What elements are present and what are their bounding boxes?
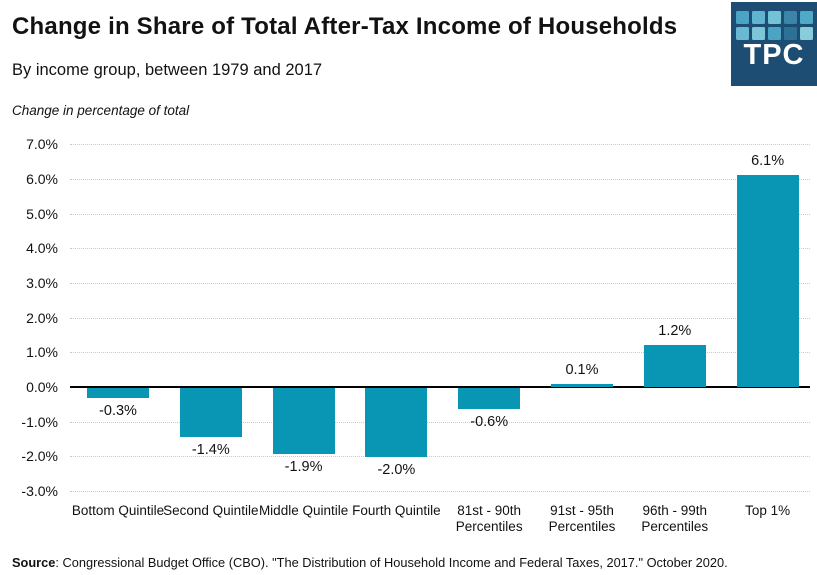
- bar-value-label: -2.0%: [377, 462, 416, 478]
- bar: [551, 384, 613, 387]
- y-tick-label: -1.0%: [21, 413, 58, 430]
- y-tick-label: 5.0%: [26, 205, 58, 222]
- y-tick-label: 3.0%: [26, 274, 58, 291]
- x-category-label: 91st - 95th Percentiles: [548, 503, 616, 535]
- gridline: [70, 317, 810, 319]
- source-note: Source: Congressional Budget Office (CBO…: [12, 555, 728, 570]
- gridline: [70, 282, 810, 284]
- x-category-label: Top 1%: [745, 503, 791, 518]
- logo-square-icon: [735, 11, 749, 24]
- gridline: [70, 491, 810, 493]
- logo-square-icon: [751, 27, 765, 40]
- bar-value-label: 0.1%: [565, 362, 599, 378]
- bar-value-label: -1.9%: [284, 459, 323, 475]
- source-label: Source: [12, 555, 56, 570]
- bar: [458, 388, 521, 409]
- logo-square-icon: [799, 11, 813, 24]
- logo-square-icon: [767, 11, 781, 24]
- y-tick-label: -2.0%: [21, 448, 58, 465]
- y-tick-label: 2.0%: [26, 309, 58, 326]
- gridline: [70, 144, 810, 146]
- logo-square-icon: [799, 27, 813, 40]
- bar-value-label: 1.2%: [658, 323, 692, 339]
- bar: [736, 175, 799, 387]
- logo-square-icon: [783, 11, 797, 24]
- gridline: [70, 456, 810, 458]
- x-category-label: Middle Quintile: [258, 503, 349, 518]
- bar: [365, 388, 428, 457]
- bar: [643, 345, 706, 387]
- y-tick-label: 7.0%: [26, 136, 58, 153]
- gridline: [70, 421, 810, 423]
- x-category-label: Second Quintile: [163, 503, 259, 518]
- bar-value-label: -0.3%: [99, 403, 137, 419]
- bar: [87, 388, 149, 398]
- tpc-logo: TPC: [731, 2, 817, 86]
- bar-value-label: 6.1%: [751, 153, 785, 169]
- x-axis-zero-line: [70, 386, 810, 388]
- logo-square-icon: [735, 27, 749, 40]
- bar-value-label: -0.6%: [470, 414, 509, 430]
- y-tick-label: 1.0%: [26, 344, 58, 361]
- bar-value-label: -1.4%: [191, 442, 230, 458]
- tpc-logo-text: TPC: [743, 39, 805, 71]
- logo-square-icon: [767, 27, 781, 40]
- y-tick-label: 4.0%: [26, 240, 58, 257]
- tpc-logo-squares-icon: [735, 11, 813, 40]
- y-tick-label: 0.0%: [26, 379, 58, 395]
- logo-square-icon: [751, 11, 765, 24]
- y-tick-label: -3.0%: [21, 483, 58, 500]
- bar: [272, 388, 335, 454]
- gridline: [70, 352, 810, 354]
- x-category-label: 96th - 99th Percentiles: [641, 503, 709, 535]
- gridline: [70, 248, 810, 250]
- x-category-label: 81st - 90th Percentiles: [455, 503, 523, 535]
- gridline: [70, 178, 810, 180]
- page-subtitle: By income group, between 1979 and 2017: [12, 61, 323, 79]
- x-category-label: Fourth Quintile: [352, 503, 441, 518]
- y-tick-label: 6.0%: [26, 170, 58, 187]
- page-title: Change in Share of Total After-Tax Incom…: [12, 13, 678, 40]
- x-category-label: Bottom Quintile: [71, 503, 165, 518]
- gridline: [70, 213, 810, 215]
- logo-square-icon: [783, 27, 797, 40]
- source-text: : Congressional Budget Office (CBO). "Th…: [55, 555, 728, 570]
- bar: [179, 388, 242, 437]
- y-axis-note: Change in percentage of total: [12, 103, 190, 118]
